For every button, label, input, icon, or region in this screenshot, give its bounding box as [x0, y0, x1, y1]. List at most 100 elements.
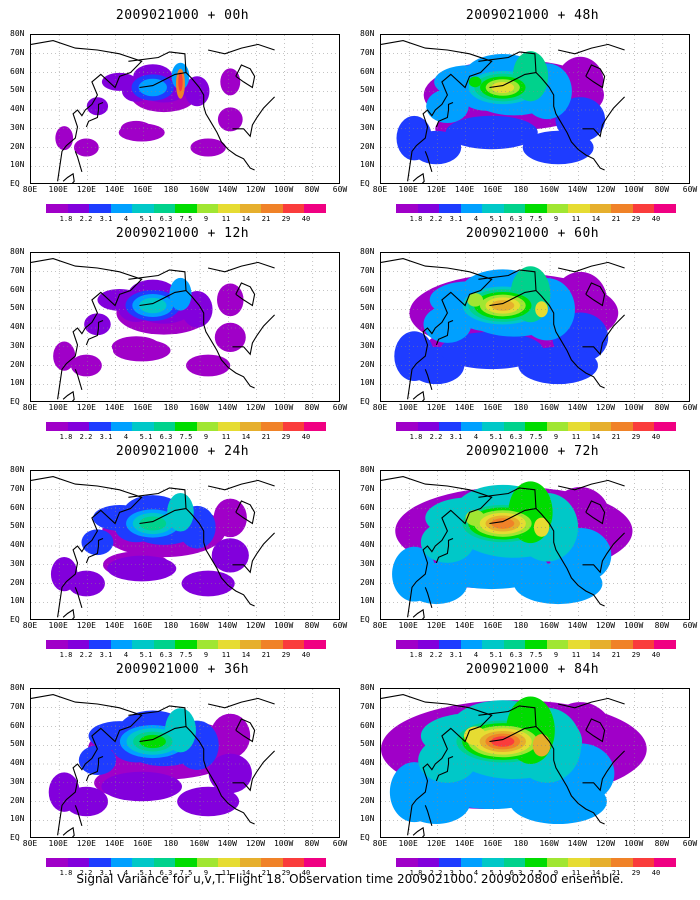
variance-contour: [467, 293, 484, 307]
coastline: [435, 755, 454, 782]
colorbar-tick-label: 14: [241, 215, 251, 223]
colorbar-tick-label: 9: [203, 651, 209, 659]
colorbar-tick-label: 7.5: [179, 651, 193, 659]
colorbar-swatch: [396, 204, 418, 213]
colorbar-swatch: [153, 858, 176, 867]
colorbar-tick-label: 29: [281, 869, 291, 877]
latitude-tick-label: 10N: [360, 378, 375, 388]
colorbar-labels: 1.8 2.2 3.1 4 5.1 6.3 7.5 9 11 14 21 29 40: [396, 433, 676, 442]
colorbar-swatch: [67, 422, 90, 431]
latitude-tick-label: 50N: [10, 303, 25, 313]
latitude-tick-label: 40N: [360, 758, 375, 767]
longitude-tick-label: 160W: [189, 839, 209, 848]
variance-contour: [190, 138, 226, 157]
colorbar-swatch: [503, 640, 526, 649]
longitude-axis: 80E 100E 120E 140E 160E 180 160W 140W 120W 100W 80…: [373, 185, 697, 195]
coastline: [535, 72, 605, 171]
colorbar-swatch: [110, 640, 133, 649]
latitude-tick-label: 30N: [10, 122, 25, 132]
colorbar-swatch: [654, 858, 676, 867]
longitude-tick-label: 160W: [539, 839, 559, 848]
colorbar-labels: 1.8 2.2 3.1 4 5.1 6.3 7.5 9 11 14 21 29 40: [396, 869, 676, 878]
map-canvas: [31, 35, 339, 183]
longitude-tick-label: 160W: [539, 185, 559, 194]
colorbar-swatch: [46, 640, 68, 649]
colorbar-tick-label: 2.2: [429, 215, 443, 223]
variance-contour: [53, 341, 76, 371]
latitude-tick-label: 30N: [10, 776, 25, 786]
colorbar-tick-label: 4: [123, 869, 129, 877]
coastline: [582, 750, 625, 792]
variance-contour: [509, 779, 607, 824]
latitude-tick-label: EQ: [360, 833, 370, 842]
latitude-tick-label: 80N: [360, 465, 375, 474]
longitude-tick-label: 160E: [483, 839, 503, 848]
colorbar-tick-label: 9: [553, 215, 559, 223]
coastline: [585, 500, 606, 525]
colorbar-tick-label: 2.2: [79, 651, 93, 659]
longitude-tick-label: 60W: [682, 185, 698, 194]
latitude-tick-label: 70N: [360, 47, 375, 57]
coastline: [381, 476, 493, 618]
longitude-tick-label: 120W: [245, 621, 266, 630]
coastline: [435, 537, 454, 564]
latitude-tick-label: 70N: [10, 701, 25, 711]
colorbar-tick-label: 7.5: [179, 215, 193, 223]
longitude-tick-label: 180: [163, 403, 179, 412]
latitude-tick-label: 50N: [360, 85, 375, 95]
variance-map: [380, 688, 690, 838]
map-canvas: [381, 471, 689, 619]
longitude-tick-label: 80E: [372, 403, 388, 412]
latitude-axis: 80N 70N 60N 50N 40N 30N 20N 10N EQ: [10, 466, 30, 624]
longitude-tick-label: 140E: [104, 185, 125, 194]
longitude-tick-label: 180: [163, 185, 179, 194]
variance-contour: [555, 97, 606, 142]
colorbar-swatch: [417, 640, 440, 649]
longitude-tick-label: 160W: [539, 621, 559, 630]
latitude-tick-label: 50N: [360, 521, 375, 531]
latitude-tick-label: 70N: [10, 483, 25, 493]
longitude-tick-label: 80W: [304, 621, 320, 630]
longitude-tick-label: 80W: [654, 621, 670, 630]
colorbar-swatch: [525, 204, 547, 213]
colorbar-tick-label: 4: [473, 433, 479, 441]
figure-caption: Signal Variance for u,v,T. Flight 18. Ob…: [76, 872, 624, 886]
colorbar-tick-label: 3.1: [99, 215, 113, 223]
latitude-tick-label: 60N: [10, 502, 25, 512]
colorbar: [396, 204, 676, 213]
latitude-tick-label: 40N: [10, 322, 25, 331]
latitude-tick-label: EQ: [10, 179, 20, 188]
coastline: [557, 43, 625, 55]
colorbar-swatch: [460, 204, 483, 213]
colorbar-tick-label: 2.2: [79, 869, 93, 877]
longitude-tick-label: 80W: [654, 839, 670, 848]
coastline: [424, 151, 433, 173]
colorbar-swatch: [89, 204, 111, 213]
colorbar-swatch: [460, 858, 483, 867]
longitude-tick-label: 120W: [595, 839, 616, 848]
colorbar-tick-label: 1.8: [59, 215, 73, 223]
colorbar: [46, 858, 326, 867]
latitude-tick-label: 50N: [10, 739, 25, 749]
colorbar-swatch: [568, 422, 590, 431]
latitude-tick-label: 40N: [10, 104, 25, 113]
coastline: [185, 290, 255, 389]
longitude-tick-label: 60W: [332, 621, 348, 630]
latitude-axis: 80N 70N 60N 50N 40N 30N 20N 10N EQ: [10, 684, 30, 842]
colorbar-labels: 1.8 2.2 3.1 4 5.1 6.3 7.5 9 11 14 21 29 40: [46, 433, 326, 442]
latitude-tick-label: 20N: [10, 795, 25, 805]
variance-map: [380, 470, 690, 620]
colorbar-tick-label: 9: [203, 215, 209, 223]
colorbar-tick-label: 6.3: [509, 651, 523, 659]
colorbar-tick-label: 9: [553, 433, 559, 441]
longitude-tick-label: 100W: [623, 839, 644, 848]
colorbar-swatch: [611, 858, 633, 867]
latitude-tick-label: 80N: [10, 29, 25, 38]
coastline: [582, 532, 625, 574]
latitude-tick-label: 30N: [360, 776, 375, 786]
colorbar-swatch: [546, 204, 569, 213]
longitude-tick-label: 120E: [76, 839, 96, 848]
colorbar-tick-label: 14: [241, 651, 251, 659]
coastline: [585, 64, 606, 89]
longitude-tick-label: 80E: [22, 403, 38, 412]
